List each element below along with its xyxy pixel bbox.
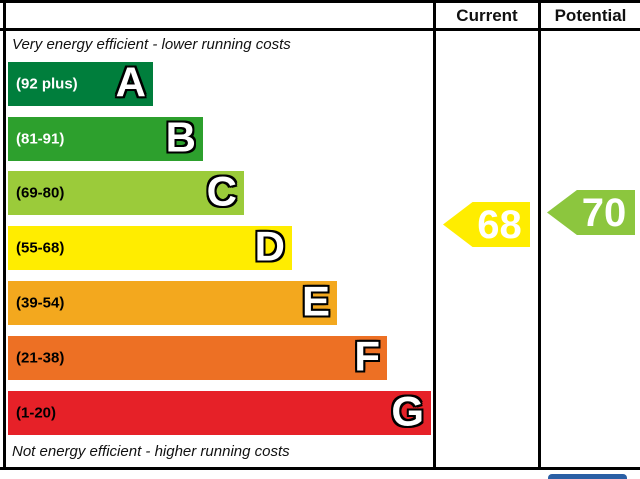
bottom-right-blue-box-partial: [548, 474, 627, 479]
potential-rating-arrow: 70: [547, 190, 635, 235]
band-d: (55-68) D: [8, 222, 292, 270]
band-e-letter: E: [301, 277, 330, 325]
table-border-top: [0, 0, 640, 3]
band-c-range: (69-80): [16, 184, 65, 202]
band-f-letter: F: [354, 332, 380, 380]
band-d-letter: D: [254, 222, 285, 270]
band-f-range: (21-38): [16, 349, 65, 367]
potential-column-header: Potential: [554, 6, 627, 25]
table-border-left: [3, 0, 6, 470]
band-b: (81-91) B: [8, 113, 203, 161]
table-divider-potential: [538, 0, 541, 470]
band-g-range: (1-20): [16, 404, 57, 422]
band-c-letter: C: [206, 167, 237, 215]
band-d-range: (55-68): [16, 239, 65, 257]
potential-rating-value: 70: [581, 190, 627, 235]
table-divider-current: [433, 0, 436, 470]
current-rating-value: 68: [477, 202, 522, 247]
bottom-caption: Not energy efficient - higher running co…: [12, 443, 290, 460]
band-f: (21-38) F: [8, 332, 387, 380]
band-a-letter: A: [115, 58, 146, 106]
table-border-bottom: [0, 467, 640, 470]
band-b-range: (81-91): [16, 130, 65, 148]
top-caption: Very energy efficient - lower running co…: [12, 36, 291, 53]
band-e-range: (39-54): [16, 294, 65, 312]
band-g: (1-20) G: [8, 387, 431, 435]
current-rating-arrow: 68: [443, 202, 530, 247]
band-a-range: (92 plus): [16, 75, 78, 93]
band-c: (69-80) C: [8, 167, 244, 215]
current-column-header: Current: [456, 6, 518, 25]
band-a: (92 plus) A: [8, 58, 153, 106]
band-e: (39-54) E: [8, 277, 337, 325]
band-b-letter: B: [165, 113, 196, 161]
band-g-letter: G: [391, 387, 424, 435]
table-border-header: [0, 28, 640, 31]
